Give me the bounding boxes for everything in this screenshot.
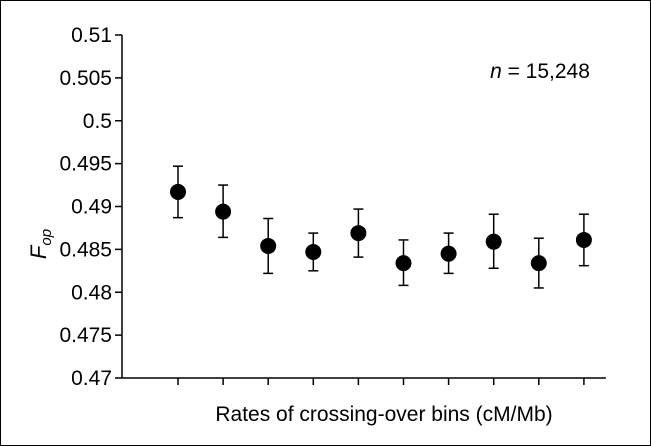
data-point: [215, 203, 232, 220]
data-point: [350, 225, 367, 242]
y-axis: 0.47 0.475 0.48 0.485 0.49 0.495 0.5 0.505 0.51: [59, 24, 123, 390]
y-tick-label: 0.47: [71, 367, 112, 390]
y-axis-title: Fop: [26, 229, 55, 259]
data-point: [305, 243, 322, 260]
data-points: [170, 165, 592, 289]
y-tick-label: 0.49: [71, 196, 112, 219]
data-point: [170, 183, 186, 200]
data-point: [395, 255, 412, 272]
data-point: [530, 255, 547, 272]
y-tick-label: 0.48: [71, 281, 112, 304]
sample-size-value: = 15,248: [502, 60, 590, 83]
y-tick-label: 0.5: [83, 110, 112, 133]
data-point: [260, 237, 277, 254]
data-point: [575, 231, 592, 248]
y-tick-label: 0.495: [59, 153, 112, 176]
sample-size-symbol: n: [490, 60, 502, 83]
data-point: [440, 245, 457, 262]
y-tick-label: 0.485: [59, 238, 112, 261]
x-axis: [122, 377, 606, 385]
sample-size-annotation: n = 15,248: [490, 60, 590, 83]
x-axis-title: Rates of crossing-over bins (cM/Mb): [215, 403, 552, 426]
y-axis-title-sub: op: [38, 229, 55, 246]
y-axis-title-main: F: [26, 244, 51, 259]
y-tick-label: 0.51: [71, 24, 112, 47]
data-point: [485, 233, 502, 250]
y-tick-label: 0.475: [59, 324, 112, 347]
y-tick-label: 0.505: [59, 67, 112, 90]
